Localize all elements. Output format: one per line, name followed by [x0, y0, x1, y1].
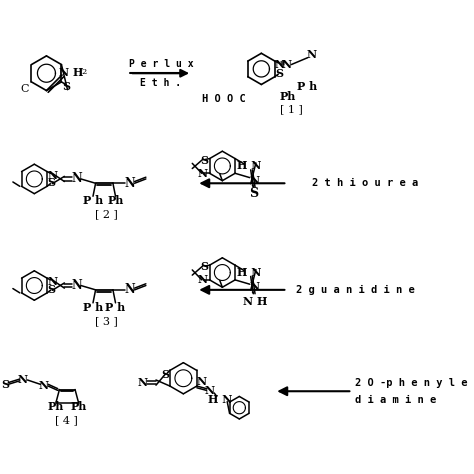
Text: H N: H N: [208, 393, 232, 404]
Text: N: N: [198, 168, 208, 179]
Text: E t h .: E t h .: [140, 78, 182, 88]
Text: Ph: Ph: [70, 401, 87, 412]
Text: 2 g u a n i d i n e: 2 g u a n i d i n e: [296, 285, 415, 295]
Text: N: N: [18, 374, 28, 385]
Text: P h: P h: [297, 81, 318, 92]
Text: [ 3 ]: [ 3 ]: [94, 316, 118, 326]
Text: N: N: [198, 274, 208, 285]
Text: P h: P h: [83, 195, 103, 206]
Text: N: N: [71, 279, 82, 292]
Text: 2: 2: [81, 68, 86, 76]
Text: N: N: [282, 59, 292, 70]
Text: P h: P h: [105, 301, 126, 313]
Text: Ph: Ph: [48, 401, 64, 412]
Text: H O O C: H O O C: [202, 94, 246, 104]
Text: N: N: [47, 170, 57, 181]
Text: N: N: [249, 282, 259, 292]
Text: [ 1 ]: [ 1 ]: [280, 104, 303, 114]
Text: Ph: Ph: [107, 195, 124, 206]
Text: P h: P h: [83, 301, 103, 313]
Text: 2 O -p h e n y l e: 2 O -p h e n y l e: [355, 378, 467, 388]
Text: S: S: [201, 261, 209, 273]
Text: C: C: [20, 84, 29, 94]
Text: Ph: Ph: [279, 91, 295, 102]
Text: S: S: [275, 68, 283, 79]
Text: S: S: [62, 81, 70, 92]
Text: N H: N H: [243, 296, 267, 307]
Text: N: N: [249, 175, 259, 186]
Text: N: N: [125, 177, 136, 190]
Text: S: S: [47, 284, 55, 295]
Text: S: S: [47, 177, 55, 188]
Text: N: N: [196, 376, 206, 387]
Text: d i a m i n e: d i a m i n e: [355, 395, 436, 405]
Text: P e r l u x: P e r l u x: [128, 59, 193, 69]
Text: S: S: [249, 187, 258, 200]
Text: N: N: [125, 283, 136, 296]
Text: H N: H N: [237, 160, 261, 171]
Text: H N: H N: [237, 266, 261, 278]
Text: N H: N H: [58, 67, 83, 78]
Text: N: N: [71, 173, 82, 185]
Text: N: N: [138, 377, 148, 388]
Text: N: N: [205, 385, 215, 396]
Text: S: S: [201, 155, 209, 166]
Text: S: S: [2, 379, 10, 390]
Text: N: N: [306, 49, 316, 60]
Text: N: N: [47, 276, 57, 287]
Text: 2 t h i o u r e a: 2 t h i o u r e a: [311, 178, 418, 188]
Text: N: N: [39, 380, 49, 391]
Text: S: S: [162, 369, 170, 380]
Text: N: N: [275, 59, 285, 70]
Text: [ 2 ]: [ 2 ]: [94, 210, 118, 219]
Text: [ 4 ]: [ 4 ]: [55, 416, 78, 426]
